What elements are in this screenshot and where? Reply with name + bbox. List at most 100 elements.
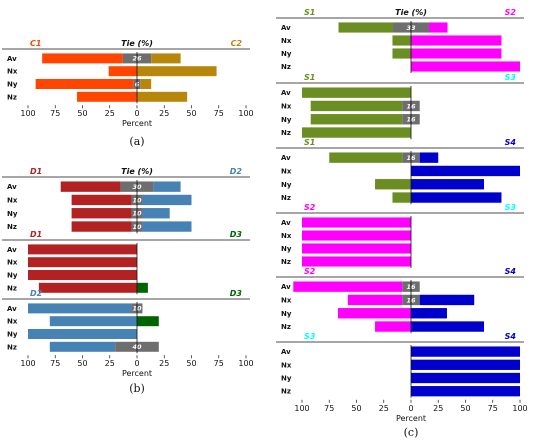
x-tick-label: 0: [134, 359, 139, 368]
right-bar: [419, 152, 439, 163]
row-label: Nz: [281, 388, 291, 396]
left-system-label: D1: [30, 230, 42, 239]
x-tick-label: 100: [20, 109, 35, 118]
right-bar: [137, 91, 188, 102]
right-bar: [411, 192, 502, 203]
left-bar: [71, 194, 132, 206]
tie-header-label: Tie (%): [121, 39, 153, 48]
left-bar: [28, 329, 137, 339]
left-bar: [392, 48, 411, 59]
row-label: Ny: [281, 375, 292, 383]
right-bar: [142, 208, 170, 219]
x-tick-label: 75: [50, 359, 60, 368]
left-bar: [302, 230, 411, 241]
x-tick-label: 25: [433, 404, 443, 413]
row-label: Av: [7, 246, 17, 254]
row-label: Nz: [281, 323, 291, 331]
row-label: Nz: [7, 284, 17, 292]
right-system-label: S3: [505, 73, 517, 82]
x-tick-label: 100: [20, 359, 35, 368]
left-bar: [375, 179, 411, 190]
x-tick-label: 50: [77, 109, 87, 118]
left-bar: [302, 217, 411, 228]
row-label: Nx: [7, 259, 18, 267]
left-bar: [28, 244, 137, 255]
x-tick-label: 100: [512, 404, 527, 413]
left-bar: [28, 270, 137, 280]
left-system-label: S2: [304, 267, 316, 276]
left-bar: [28, 257, 137, 268]
x-axis-label: Percent: [122, 119, 152, 128]
right-bar: [411, 308, 447, 319]
left-system-label: S3: [304, 332, 316, 341]
row-label: Ny: [281, 116, 292, 124]
row-label: Nx: [281, 167, 292, 175]
right-bar: [137, 66, 217, 77]
left-bar: [293, 281, 403, 292]
row-label: Nx: [281, 361, 292, 369]
x-tick-label: 100: [238, 109, 253, 118]
right-bar: [411, 61, 520, 72]
left-bar: [302, 243, 411, 254]
row-label: Nz: [281, 258, 291, 266]
row-label: Nz: [7, 223, 17, 231]
right-system-label: S3: [505, 203, 517, 212]
right-bar: [140, 79, 152, 89]
x-tick-label: 50: [77, 359, 87, 368]
x-axis-label: Percent: [122, 369, 152, 378]
x-tick-label: 25: [159, 359, 169, 368]
right-bar: [419, 294, 475, 306]
row-label: Nx: [7, 196, 18, 204]
x-tick-label: 25: [379, 404, 389, 413]
left-bar: [49, 341, 116, 352]
row-label: Av: [7, 305, 17, 313]
left-bar: [42, 53, 123, 64]
left-bar: [310, 100, 403, 112]
subfigure-caption: (b): [129, 382, 145, 395]
x-tick-label: 25: [105, 109, 115, 118]
right-bar: [411, 35, 502, 46]
x-tick-label: 100: [238, 359, 253, 368]
left-bar: [329, 152, 403, 163]
row-label: Nz: [7, 343, 17, 351]
row-label: Ny: [7, 81, 18, 89]
tie-header-label: Tie (%): [395, 8, 427, 17]
x-tick-label: 50: [186, 109, 196, 118]
row-label: Nz: [7, 93, 17, 101]
left-bar: [28, 303, 132, 314]
row-label: Ny: [7, 210, 18, 218]
panel-c4: S2 S3 Av Nx Ny Nz: [276, 203, 524, 268]
left-system-label: D2: [30, 289, 43, 298]
right-system-label: S2: [505, 8, 517, 17]
right-system-label: S4: [505, 138, 517, 147]
right-system-label: D2: [230, 167, 243, 176]
left-system-label: S2: [304, 203, 316, 212]
row-label: Ny: [281, 245, 292, 253]
row-label: Av: [281, 348, 291, 356]
right-system-label: S4: [505, 267, 517, 276]
left-bar: [375, 321, 411, 332]
row-label: Av: [281, 154, 291, 162]
right-bar: [411, 165, 520, 177]
row-label: Ny: [7, 272, 18, 280]
left-system-label: C1: [30, 39, 41, 48]
row-label: Av: [7, 183, 17, 191]
x-tick-label: 25: [105, 359, 115, 368]
right-system-label: C2: [231, 39, 243, 48]
left-system-label: S1: [304, 73, 315, 82]
right-bar: [411, 372, 520, 384]
left-bar: [38, 282, 137, 293]
x-tick-label: 25: [159, 109, 169, 118]
row-label: Ny: [281, 310, 292, 318]
row-label: Nz: [281, 63, 291, 71]
subfigure-caption: (a): [129, 135, 144, 148]
row-label: Nz: [281, 194, 291, 202]
left-bar: [392, 192, 411, 203]
